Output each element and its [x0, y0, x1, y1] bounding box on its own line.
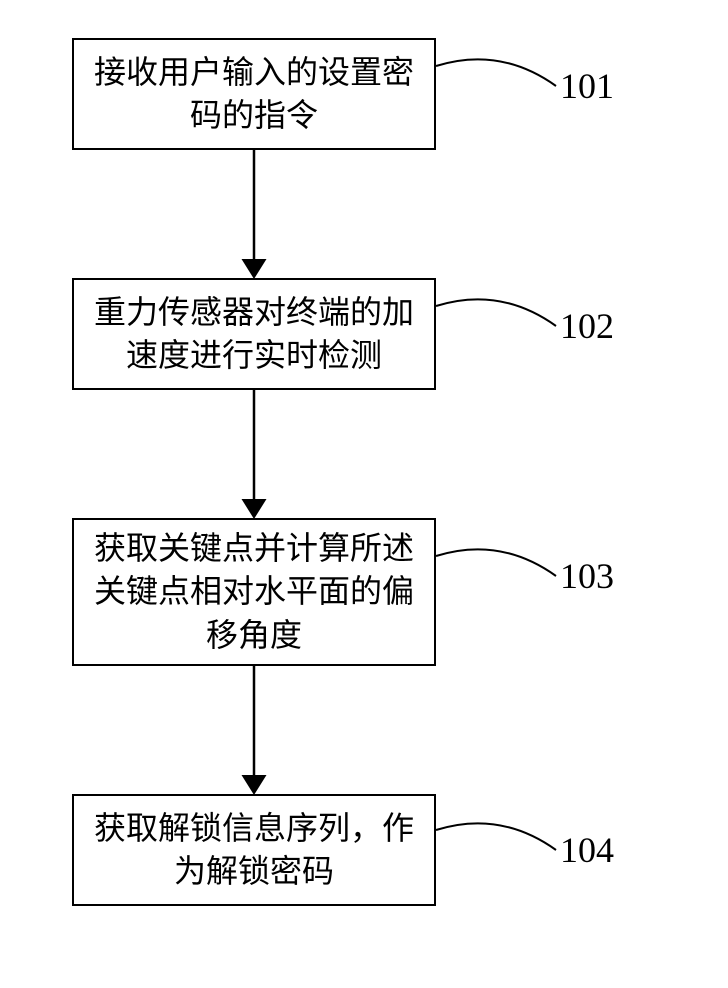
- leader-102: [436, 299, 556, 326]
- flowchart-canvas: 接收用户输入的设置密码的指令 重力传感器对终端的加速度进行实时检测 获取关键点并…: [0, 0, 728, 988]
- leader-104: [436, 823, 556, 850]
- flow-node-3-text: 获取关键点并计算所述关键点相对水平面的偏移角度: [92, 527, 416, 657]
- flow-node-2: 重力传感器对终端的加速度进行实时检测: [72, 278, 436, 390]
- step-label-102: 102: [560, 308, 614, 344]
- step-label-103: 103: [560, 558, 614, 594]
- flow-node-1: 接收用户输入的设置密码的指令: [72, 38, 436, 150]
- flow-node-1-text: 接收用户输入的设置密码的指令: [92, 51, 416, 137]
- flow-node-2-text: 重力传感器对终端的加速度进行实时检测: [92, 291, 416, 377]
- flow-node-4: 获取解锁信息序列，作为解锁密码: [72, 794, 436, 906]
- step-label-104: 104: [560, 832, 614, 868]
- flow-node-3: 获取关键点并计算所述关键点相对水平面的偏移角度: [72, 518, 436, 666]
- step-label-101: 101: [560, 68, 614, 104]
- leader-101: [436, 59, 556, 86]
- leader-103: [436, 549, 556, 576]
- flow-node-4-text: 获取解锁信息序列，作为解锁密码: [92, 807, 416, 893]
